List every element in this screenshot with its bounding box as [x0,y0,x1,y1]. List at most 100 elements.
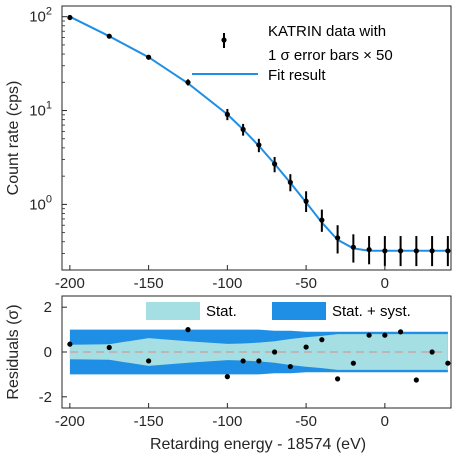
residual-point [445,360,451,366]
data-marker [287,179,293,185]
residual-point [146,358,152,364]
data-marker [224,111,230,117]
bottom-x-tick: -100 [212,403,242,430]
data-marker [382,248,388,254]
bottom-y-axis-label: Residuals (σ) [5,304,22,399]
data-point [240,123,246,136]
data-marker [350,244,356,250]
top-plot-area [61,5,452,271]
bottom-x-tick: -50 [295,403,317,430]
bottom-x-tick-label: -100 [212,413,242,430]
residual-point [303,344,309,350]
legend-stat-swatch [146,302,200,320]
top-legend: KATRIN data with 1 σ error bars × 50 Fit… [192,23,393,84]
data-point [398,236,404,267]
data-point [350,234,356,263]
data-point [106,33,112,39]
top-x-tick-label: -50 [295,275,317,292]
residual-point [224,374,230,380]
top-x-tick: -200 [55,265,85,292]
top-y-tick: 101 [29,100,67,120]
data-marker [67,14,73,21]
top-y-tick-label: 101 [29,100,52,120]
residual-point [287,363,293,370]
legend-data-label-line2: 1 σ error bars × 50 [268,47,393,64]
residual-point [366,332,372,338]
top-y-tick: 102 [29,6,67,26]
bottom-x-tick-label: -200 [55,413,85,430]
top-y-tick: 100 [29,193,67,213]
data-point [382,236,388,267]
data-marker [335,235,341,241]
residual-point [272,349,278,355]
data-marker [445,248,451,254]
bottom-y-tick-label: 2 [44,299,52,316]
bottom-legend: Stat. Stat. + syst. [146,302,411,320]
top-x-tick-label: -150 [134,275,164,292]
residual-points-layer [67,327,451,383]
residual-point [398,329,404,335]
data-marker [272,161,278,167]
top-x-tick-label: -200 [55,275,85,292]
data-marker [303,198,309,204]
legend-fit-label: Fit result [268,67,326,84]
legend-data-marker [221,33,227,48]
data-marker [319,217,325,223]
data-point [335,225,341,254]
data-point [445,236,451,267]
top-x-tick: 0 [381,265,389,292]
bottom-y-ticks: -2 0 2 [39,299,67,406]
legend-data-label-line1: KATRIN data with [268,23,386,40]
data-marker [429,248,435,254]
data-point [67,14,73,21]
data-point [413,236,419,267]
data-point [272,156,278,173]
data-marker [256,142,262,148]
bottom-x-tick: -150 [134,403,164,430]
residual-point [413,377,419,383]
top-y-tick-label: 102 [29,6,52,26]
data-marker [185,79,191,85]
data-point [224,108,230,121]
data-marker [240,126,246,132]
residual-point [335,376,341,382]
residual-point [350,360,356,366]
bottom-y-tick-label: -2 [39,389,52,406]
data-point [319,209,325,232]
bottom-x-tick: -200 [55,403,85,430]
x-axis-label: Retarding energy - 18574 (eV) [150,436,366,453]
bottom-panel: Stat. Stat. + syst. -200 -150 -100 -50 0 -2 0… [5,295,452,453]
data-marker [146,54,152,60]
residual-point [67,341,73,347]
data-point [429,236,435,267]
data-marker [413,248,419,254]
bottom-x-tick-label: -50 [295,413,317,430]
top-panel: -200 -150 -100 -50 0 100 101 102 KATRIN data w… [5,5,452,292]
legend-stat-label: Stat. [206,303,237,320]
data-marker [106,33,112,39]
bottom-y-tick: 2 [44,299,67,316]
data-marker [398,248,404,254]
top-y-tick-label: 100 [29,193,52,213]
residual-point [382,332,388,338]
residual-point [256,358,262,364]
data-marker [366,246,372,253]
bottom-x-tick-label: 0 [381,413,389,430]
data-point [256,138,262,153]
top-y-ticks: 100 101 102 [29,6,67,254]
data-point [146,54,152,60]
top-x-tick: -100 [212,265,242,292]
top-x-tick: -50 [295,265,317,292]
top-x-tick: -150 [134,265,164,292]
residual-point [319,337,325,343]
data-point [287,174,293,192]
residual-point [429,349,435,355]
top-x-tick-label: 0 [381,275,389,292]
top-y-axis-label: Count rate (cps) [5,81,22,196]
bottom-x-tick: 0 [381,403,389,430]
bottom-y-tick: 0 [44,344,67,361]
legend-syst-swatch [272,302,326,320]
data-point [185,79,191,86]
bottom-x-tick-label: -150 [134,413,164,430]
